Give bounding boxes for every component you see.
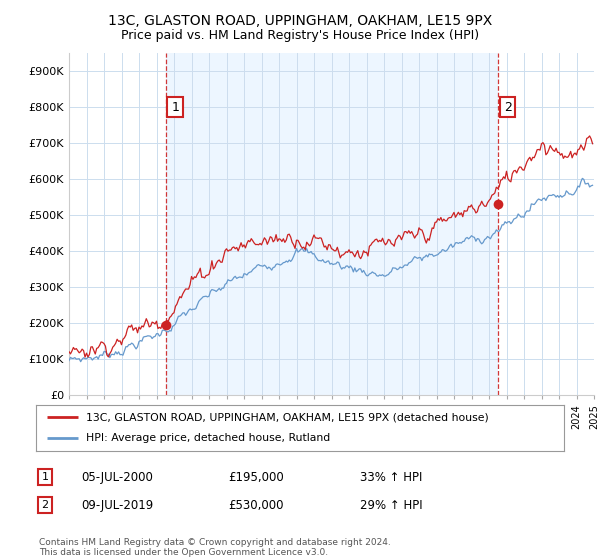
Text: 2: 2 <box>41 500 49 510</box>
Text: 13C, GLASTON ROAD, UPPINGHAM, OAKHAM, LE15 9PX (detached house): 13C, GLASTON ROAD, UPPINGHAM, OAKHAM, LE… <box>86 412 489 422</box>
Text: 05-JUL-2000: 05-JUL-2000 <box>81 470 153 484</box>
Text: HPI: Average price, detached house, Rutland: HPI: Average price, detached house, Rutl… <box>86 433 331 444</box>
Bar <box>166 53 499 395</box>
Text: Price paid vs. HM Land Registry's House Price Index (HPI): Price paid vs. HM Land Registry's House … <box>121 29 479 42</box>
Text: 33% ↑ HPI: 33% ↑ HPI <box>360 470 422 484</box>
Text: 29% ↑ HPI: 29% ↑ HPI <box>360 498 422 512</box>
Text: 2: 2 <box>504 101 512 114</box>
Text: 09-JUL-2019: 09-JUL-2019 <box>81 498 153 512</box>
Text: 1: 1 <box>41 472 49 482</box>
Text: £195,000: £195,000 <box>228 470 284 484</box>
Text: £530,000: £530,000 <box>228 498 284 512</box>
Text: Contains HM Land Registry data © Crown copyright and database right 2024.
This d: Contains HM Land Registry data © Crown c… <box>39 538 391 557</box>
Text: 13C, GLASTON ROAD, UPPINGHAM, OAKHAM, LE15 9PX: 13C, GLASTON ROAD, UPPINGHAM, OAKHAM, LE… <box>108 14 492 28</box>
Text: 1: 1 <box>171 101 179 114</box>
